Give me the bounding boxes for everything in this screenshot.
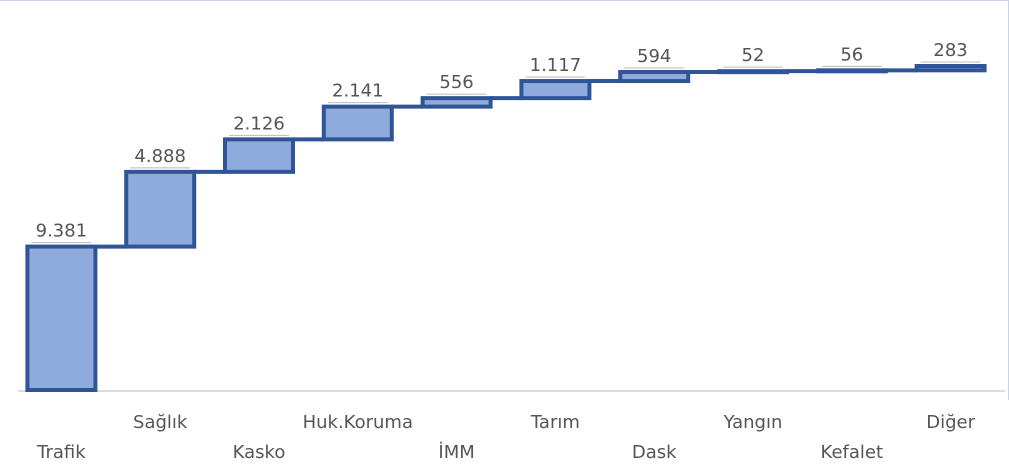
x-tick-label: İMM bbox=[438, 442, 474, 463]
x-tick-label: Kasko bbox=[233, 442, 286, 463]
value-label: 1.117 bbox=[530, 55, 582, 76]
x-tick-label: Diğer bbox=[926, 412, 975, 433]
x-tick-label: Trafik bbox=[36, 442, 86, 463]
x-tick-label: Kefalet bbox=[821, 442, 883, 463]
bar bbox=[420, 96, 493, 109]
value-label: 283 bbox=[933, 40, 967, 61]
x-tick-label: Sağlık bbox=[133, 412, 188, 433]
value-label: 9.381 bbox=[36, 221, 88, 242]
label-bg bbox=[821, 44, 882, 67]
bar bbox=[124, 169, 197, 249]
x-tick-label: Dask bbox=[632, 442, 677, 463]
value-label: 2.141 bbox=[332, 81, 384, 102]
value-label: 56 bbox=[840, 44, 863, 65]
value-label: 556 bbox=[439, 72, 473, 93]
bar bbox=[519, 79, 592, 101]
label-bg bbox=[920, 40, 981, 62]
bar bbox=[321, 104, 394, 142]
bar bbox=[815, 68, 888, 74]
bar bbox=[717, 69, 789, 75]
label-bg bbox=[130, 145, 191, 168]
x-tick-label: Tarım bbox=[530, 412, 580, 433]
label-bg bbox=[624, 45, 685, 68]
x-tick-label: Huk.Koruma bbox=[303, 412, 413, 433]
bar bbox=[618, 69, 691, 84]
label-bg bbox=[525, 55, 586, 78]
label-bg bbox=[327, 80, 388, 103]
bar bbox=[223, 137, 295, 174]
label-bg bbox=[723, 45, 783, 68]
value-label: 2.126 bbox=[233, 113, 285, 134]
x-tick-label: Yangın bbox=[723, 412, 783, 433]
label-bg bbox=[229, 113, 289, 136]
value-label: 52 bbox=[742, 45, 765, 66]
value-label: 4.888 bbox=[134, 146, 186, 167]
bar bbox=[914, 64, 987, 73]
bar bbox=[25, 244, 98, 392]
value-label: 594 bbox=[637, 46, 671, 67]
label-bg bbox=[31, 220, 92, 243]
label-bg bbox=[426, 72, 487, 95]
